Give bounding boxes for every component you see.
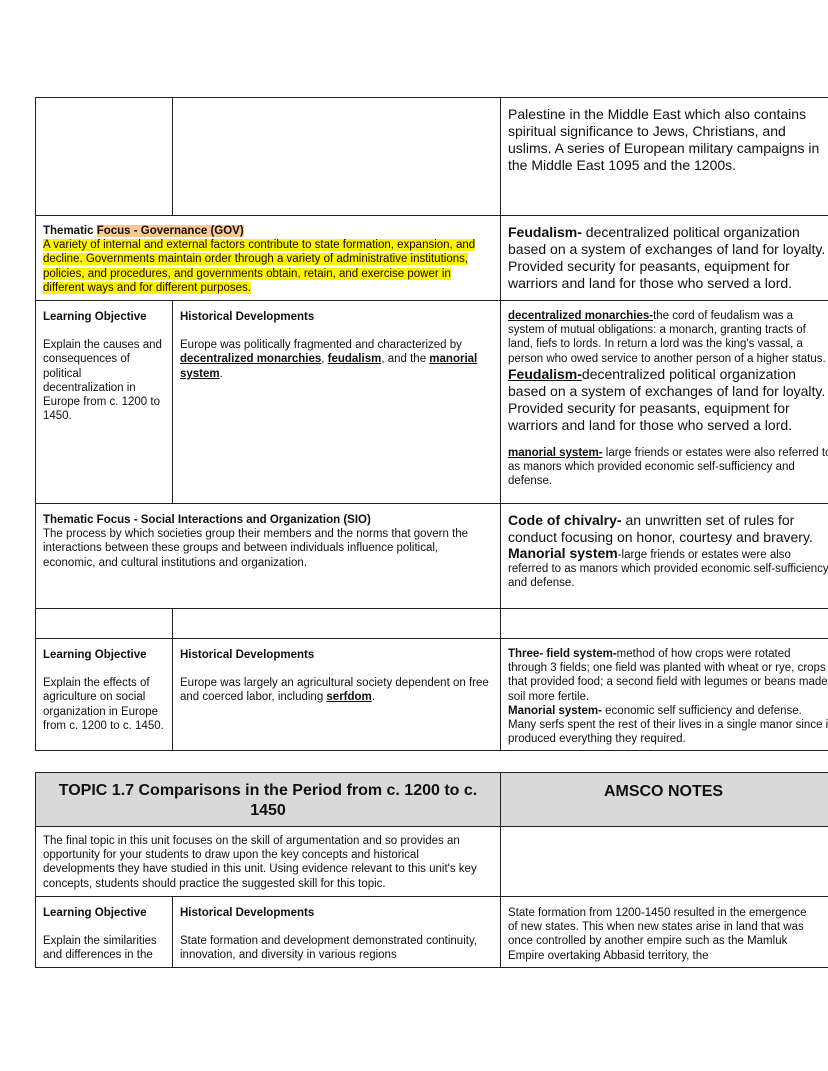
topic-intro: The final topic in this unit focuses on … [35,826,501,897]
hd-text: State formation and development demonstr… [180,935,478,962]
learning-objective-cell: Learning Objective Explain the causes an… [35,300,173,504]
historical-developments-cell: Historical Developments Europe was polit… [172,300,501,504]
learning-objective-cell-2: Learning Objective Explain the effects o… [35,638,173,751]
hd-header: Historical Developments [180,311,315,323]
learning-objective-cell-3: Learning Objective Explain the similarit… [35,896,173,968]
notes-cell-decentralization: decentralized monarchies-the cord of feu… [500,300,828,504]
note-decentralized-monarchies: decentralized monarchies-the cord of feu… [508,310,826,365]
notes-cell-state-formation: State formation from 1200-1450 resulted … [500,896,828,968]
lo-text: Explain the similarities and differences… [43,935,157,962]
lo-header: Learning Objective [43,311,147,323]
thematic-focus-sio: Thematic Focus - Social Interactions and… [35,503,501,609]
sio-body: The process by which societies group the… [43,528,469,569]
note-feudalism: Feudalism-decentralized political organi… [508,365,826,433]
empty-cell [172,97,501,216]
empty-cell [35,97,173,216]
gov-title: Thematic Focus - Governance (GOV) [43,225,244,237]
note-three-field: Three- field system-method of how crops … [508,648,828,703]
empty-cell [500,608,828,639]
notes-text: Palestine in the Middle East which also … [508,106,820,173]
notes-cell-sio: Code of chivalry- an unwritten set of ru… [500,503,828,609]
hd-text: Europe was politically fragmented and ch… [180,339,478,380]
hd-text: Europe was largely an agricultural socie… [180,677,489,704]
thematic-focus-gov: Thematic Focus - Governance (GOV) A vari… [35,215,501,301]
gov-body: A variety of internal and external facto… [43,239,476,294]
hd-header: Historical Developments [180,649,315,661]
lo-header: Learning Objective [43,907,147,919]
note-manorial-system: manorial system- large friends or estate… [508,446,828,488]
notes-cell-gov: Feudalism- decentralized political organ… [500,215,828,301]
historical-developments-cell-2: Historical Developments Europe was large… [172,638,501,751]
lo-text: Explain the causes and consequences of p… [43,339,162,423]
historical-developments-cell-3: Historical Developments State formation … [172,896,501,968]
hd-header: Historical Developments [180,907,315,919]
lo-header: Learning Objective [43,649,147,661]
note-manorial: Manorial system- economic self sufficien… [508,704,828,746]
lo-text: Explain the effects of agriculture on so… [43,677,164,732]
topic-title: TOPIC 1.7 Comparisons in the Period from… [35,772,501,827]
notes-cell-crusades: Palestine in the Middle East which also … [500,97,828,216]
empty-cell [500,826,828,897]
notes-cell-agriculture: Three- field system-method of how crops … [500,638,828,751]
empty-cell [172,608,501,639]
note-chivalry: Code of chivalry- an unwritten set of ru… [508,512,813,545]
empty-cell [35,608,173,639]
amsco-notes-header: AMSCO NOTES [500,772,828,827]
note-manorial: Manorial system-large friends or estates… [508,545,828,590]
sio-title: Thematic Focus - Social Interactions and… [43,514,371,526]
